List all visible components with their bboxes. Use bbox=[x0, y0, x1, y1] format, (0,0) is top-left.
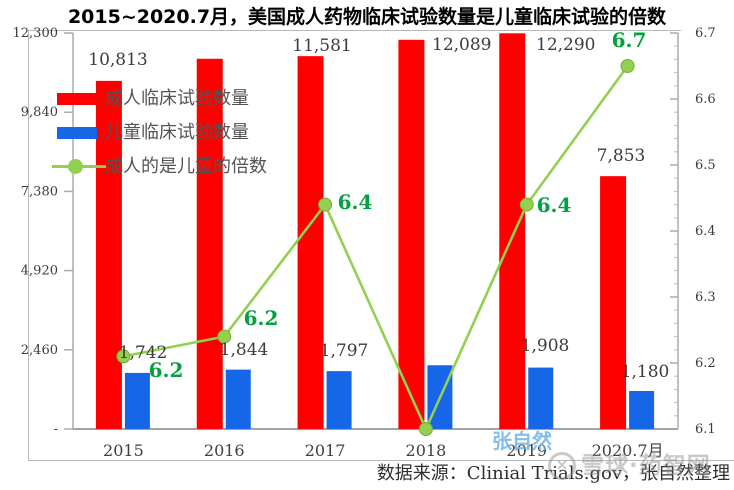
left-axis-tick-label: 2,460 bbox=[21, 343, 58, 358]
legend-item-adult: 成人临床试验数量 bbox=[57, 82, 267, 116]
left-axis-tick-label: 4,920 bbox=[21, 264, 58, 279]
ratio-value-label-2017: 6.4 bbox=[338, 190, 373, 214]
x-axis-label-2018: 2018 bbox=[406, 441, 447, 460]
child-bar-2020.7月 bbox=[629, 391, 655, 429]
ratio-value-label-2019: 6.4 bbox=[537, 193, 572, 217]
ratio-value-label-2020.7月: 6.7 bbox=[612, 28, 647, 52]
adult-bar-2016 bbox=[196, 58, 223, 429]
ratio-marker-2015 bbox=[116, 349, 131, 364]
child-value-label-2016: 1,844 bbox=[220, 340, 269, 360]
ratio-marker-2020.7月 bbox=[620, 59, 635, 73]
legend: 成人临床试验数量 儿童临床试验数量 成人的是儿童的倍数 bbox=[52, 82, 267, 184]
x-axis-label-2016: 2016 bbox=[204, 441, 245, 460]
legend-label-child: 儿童临床试验数量 bbox=[105, 122, 249, 143]
ratio-marker-2017 bbox=[318, 197, 333, 212]
adult-value-label-2015: 10,813 bbox=[88, 50, 147, 70]
x-axis-label-2015: 2015 bbox=[103, 441, 144, 460]
ratio-marker-2018 bbox=[418, 422, 433, 436]
right-axis-tick-label: 6.1 bbox=[695, 422, 716, 437]
child-bar-2015 bbox=[124, 372, 150, 429]
left-axis-tick-label: - bbox=[54, 422, 58, 437]
right-axis-tick-label: 6.4 bbox=[695, 224, 716, 239]
adult-bar-2017 bbox=[297, 56, 324, 430]
x-axis-label-2019: 2019 bbox=[506, 441, 547, 460]
legend-label-adult: 成人临床试验数量 bbox=[105, 88, 249, 109]
right-axis-tick-label: 6.7 bbox=[695, 26, 716, 41]
x-axis-label-2020.7月: 2020.7月 bbox=[592, 441, 664, 460]
legend-item-child: 儿童临床试验数量 bbox=[57, 116, 267, 150]
ratio-value-label-2015: 6.2 bbox=[149, 358, 184, 382]
watermark-author: 张自然 bbox=[492, 429, 552, 453]
ratio-line bbox=[123, 65, 629, 433]
chart-title: 2015~2020.7月，美国成人药物临床试验数量是儿童临床试验的倍数 bbox=[67, 6, 667, 28]
adult-value-label-2019: 12,290 bbox=[536, 35, 595, 55]
left-axis-tick-label: 12,300 bbox=[13, 26, 59, 41]
child-value-label-2020.7月: 1,180 bbox=[621, 362, 670, 382]
left-axis-tick-label: 7,380 bbox=[21, 184, 58, 199]
legend-item-ratio: 成人的是儿童的倍数 bbox=[52, 150, 267, 184]
adult-bar-2015 bbox=[95, 80, 122, 429]
child-bar-2019 bbox=[528, 367, 554, 429]
adult-bar-2020.7月 bbox=[600, 176, 627, 429]
adult-value-label-2020.7月: 7,853 bbox=[597, 146, 646, 166]
ratio-marker-2019 bbox=[519, 197, 534, 212]
child-value-label-2019: 1,908 bbox=[521, 336, 570, 356]
child-bar-2016 bbox=[225, 369, 251, 429]
child-value-label-2017: 1,797 bbox=[320, 341, 369, 361]
ratio-swatch-marker bbox=[68, 159, 83, 174]
ratio-value-label-2016: 6.2 bbox=[244, 306, 279, 330]
legend-label-ratio: 成人的是儿童的倍数 bbox=[105, 156, 267, 177]
ratio-series-swatch bbox=[52, 159, 106, 175]
adult-value-label-2018: 12,089 bbox=[432, 35, 491, 55]
adult-bar-2019 bbox=[499, 33, 526, 429]
child-value-label-2015: 1,742 bbox=[119, 343, 168, 363]
child-series-swatch bbox=[57, 127, 97, 139]
ratio-marker-2016 bbox=[217, 329, 232, 344]
adult-value-label-2017: 11,581 bbox=[292, 36, 351, 56]
x-axis-label-2017: 2017 bbox=[305, 441, 346, 460]
xueqiu-logo-icon: ✕ bbox=[548, 452, 576, 480]
watermark-site-text: 雪球·药智网 bbox=[581, 452, 711, 479]
watermark-xueqiu: ✕ 雪球·药智网 bbox=[548, 452, 711, 480]
left-axis-tick-label: 9,840 bbox=[21, 105, 58, 120]
adult-bar-2018 bbox=[398, 39, 425, 429]
adult-series-swatch bbox=[57, 93, 97, 105]
right-axis-tick-label: 6.3 bbox=[695, 290, 716, 305]
child-bar-2017 bbox=[326, 371, 352, 429]
right-axis-tick-label: 6.6 bbox=[695, 92, 716, 107]
right-axis-tick-label: 6.2 bbox=[695, 356, 716, 371]
right-axis-tick-label: 6.5 bbox=[695, 158, 716, 173]
